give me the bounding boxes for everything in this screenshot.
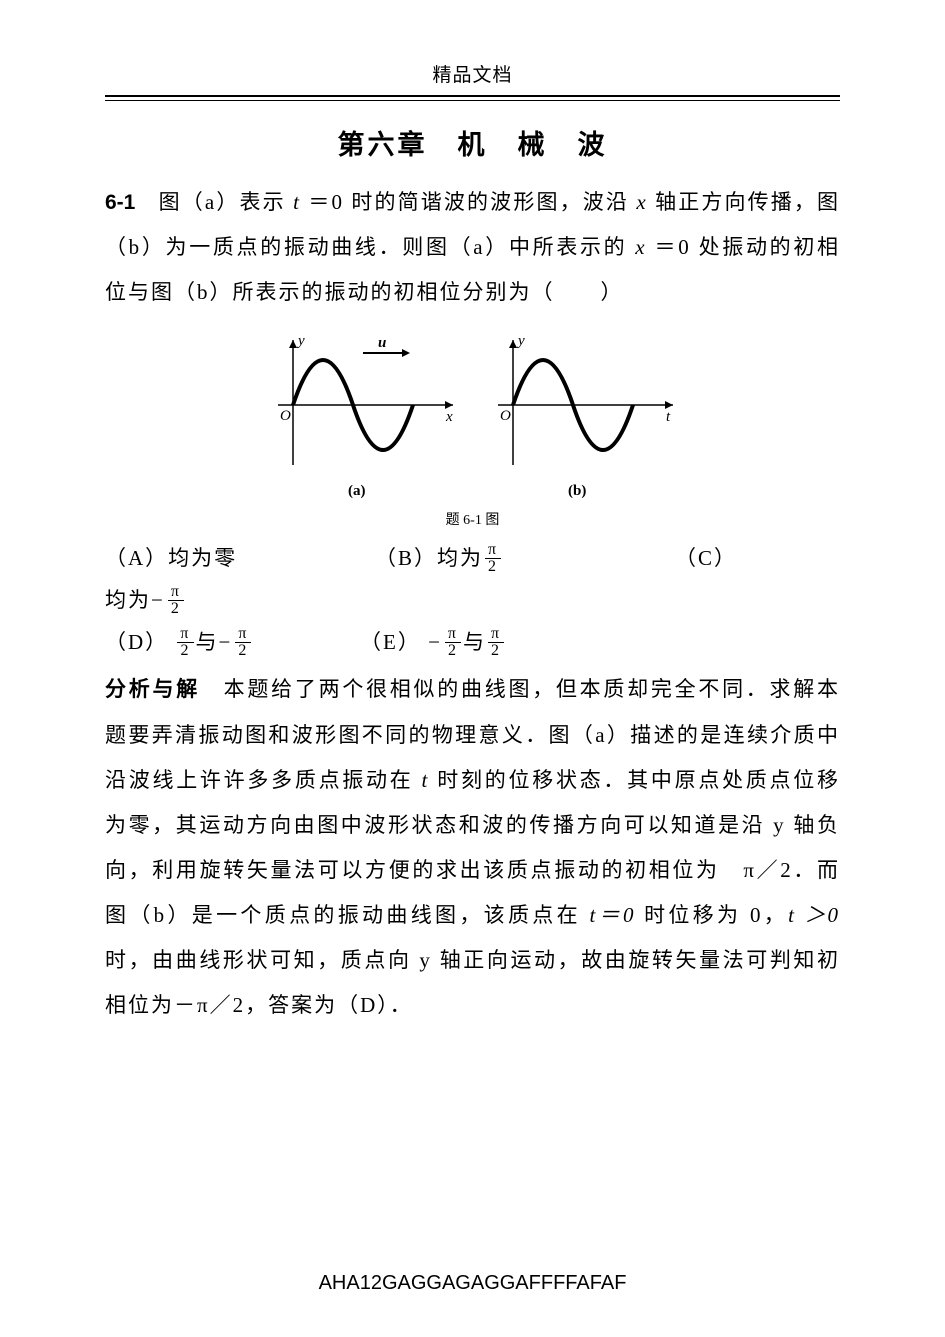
opt-C-letter: （C）	[675, 537, 737, 579]
options-block: （A） 均为零 （B） 均为 π 2 （C） 均为 − π 2	[105, 537, 840, 663]
analysis-block: 分析与解 本题给了两个很相似的曲线图，但本质却完全不同．求解本题要弄清振动图和波…	[105, 667, 840, 1028]
page-header: 精品文档	[105, 60, 840, 87]
opt-E-mid: 与	[463, 621, 486, 663]
opt-B-text: 均为	[437, 537, 483, 579]
axis-y-b: y	[516, 333, 525, 349]
option-D: （D） π 2 与 − π 2	[105, 621, 360, 663]
opt-B-letter: （B）	[375, 537, 437, 579]
var-x: x	[636, 190, 647, 214]
sublabel-a: (a)	[348, 483, 366, 499]
analysis-label: 分析与解	[105, 678, 200, 701]
problem-number: 6-1	[105, 191, 135, 214]
opt-E-letter: （E）	[360, 621, 421, 663]
opt-E-f1: π 2	[445, 626, 461, 659]
page: 精品文档 第六章 机 械 波 6-1 图（a）表示 t ＝0 时的简谐波的波形图…	[0, 0, 945, 1337]
var-x2: x	[635, 235, 646, 259]
rule-thin	[105, 100, 840, 101]
axis-x-a: x	[445, 409, 453, 425]
analysis-teq: t＝0	[590, 903, 636, 927]
wave-figure: u y O x (a) y O t (b)	[253, 325, 693, 500]
opt-C-frac: π 2	[168, 584, 184, 617]
sublabel-b: (b)	[568, 483, 586, 499]
problem-statement: 6-1 图（a）表示 t ＝0 时的简谐波的波形图，波沿 x 轴正方向传播，图（…	[105, 180, 840, 315]
chapter-title: 第六章 机 械 波	[105, 123, 840, 162]
opt-D-mid: 与	[196, 621, 219, 663]
figure-caption: 题 6-1 图	[105, 509, 840, 529]
option-E: （E） − π 2 与 π 2	[360, 621, 506, 663]
problem-text-2: ＝0 时的简谐波的波形图，波沿	[301, 190, 636, 214]
option-A: （A） 均为零	[105, 537, 375, 579]
opt-B-frac: π 2	[485, 542, 501, 575]
footer-code: AHA12GAGGAGAGGAFFFFAFAF	[0, 1272, 945, 1295]
option-C: 均为 − π 2	[105, 579, 186, 621]
opt-A-text: 均为零	[168, 537, 237, 579]
header-rule	[105, 95, 840, 101]
opt-D-letter: （D）	[105, 621, 168, 663]
opt-A-letter: （A）	[105, 537, 168, 579]
axis-y-a: y	[296, 333, 305, 349]
axis-x-b: t	[666, 409, 671, 425]
opt-D-f2: π 2	[235, 626, 251, 659]
vel-label: u	[378, 335, 386, 351]
opt-C-neg: −	[151, 579, 165, 621]
origin-a: O	[280, 408, 291, 424]
option-C-letter-wrap: （C）	[675, 537, 737, 579]
rule-thick	[105, 95, 840, 97]
problem-text-1: 图（a）表示	[135, 190, 293, 214]
analysis-t4: 时，由曲线形状可知，质点向 y 轴正向运动，故由旋转矢量法可判知初相位为－π／2…	[105, 948, 840, 1017]
opt-E-f2: π 2	[488, 626, 504, 659]
option-B: （B） 均为 π 2	[375, 537, 675, 579]
analysis-tgt: t ＞0	[788, 903, 840, 927]
opt-D-neg: −	[219, 621, 233, 663]
var-t: t	[293, 190, 301, 214]
origin-b: O	[500, 408, 511, 424]
figure-block: u y O x (a) y O t (b) 题 6-1 图	[105, 325, 840, 529]
opt-D-f1: π 2	[177, 626, 193, 659]
opt-E-neg: −	[428, 621, 442, 663]
opt-C-text: 均为	[105, 579, 151, 621]
analysis-t3: 时位移为 0，	[636, 903, 789, 927]
